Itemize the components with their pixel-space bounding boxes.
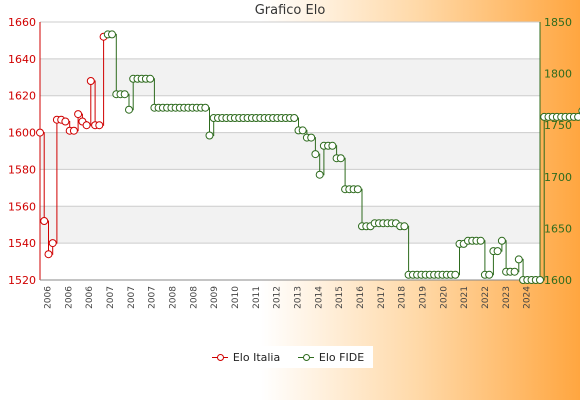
legend-item-elo-fide[interactable]: Elo FIDE: [297, 350, 365, 364]
x-tick-label: 2024: [523, 286, 533, 309]
legend-swatch-elo-fide: [297, 353, 314, 362]
x-tick-label: 2018: [398, 286, 408, 309]
data-point-elo-fide[interactable]: [493, 247, 502, 256]
axis-layer: 1520 1540 1560 1580 1600 1620 1640 1660 1600 1650…: [8, 16, 572, 309]
y-left-tick-label: 1580: [8, 163, 36, 176]
data-point-elo-fide[interactable]: [536, 276, 544, 284]
x-tick-label: 2013: [293, 286, 303, 309]
x-tick-label: 2009: [210, 286, 220, 309]
data-point-elo-fide[interactable]: [120, 90, 129, 99]
x-tick-label: 2010: [231, 286, 241, 309]
data-point-elo-italia[interactable]: [40, 217, 49, 225]
x-tick-label: 2020: [439, 286, 449, 309]
x-tick-label: 2019: [418, 286, 428, 309]
y-left-tick-label: 1520: [8, 274, 36, 287]
series-layer: [36, 30, 580, 284]
grid-band: [40, 132, 540, 170]
legend-label-elo-fide: Elo FIDE: [318, 350, 365, 364]
data-point-elo-fide[interactable]: [290, 114, 299, 122]
legend-label-elo-italia: Elo Italia: [232, 350, 281, 364]
x-tick-label: 2015: [335, 286, 345, 309]
data-point-elo-italia[interactable]: [48, 239, 57, 248]
y-left-tick-label: 1660: [8, 16, 36, 29]
legend-swatch-elo-italia: [211, 353, 228, 362]
data-point-elo-fide[interactable]: [497, 236, 506, 245]
x-tick-label: 2008: [168, 286, 178, 309]
grid-band: [40, 169, 540, 207]
chart-legend: Elo Italia Elo FIDE: [203, 346, 373, 368]
data-point-elo-fide[interactable]: [353, 185, 362, 194]
y-left-tick-label: 1620: [8, 90, 36, 103]
x-tick-label: 2017: [377, 286, 387, 309]
data-point-elo-fide[interactable]: [514, 255, 523, 264]
x-tick-label: 2008: [189, 286, 199, 309]
data-point-elo-fide[interactable]: [476, 236, 485, 245]
x-tick-label: 2016: [356, 286, 366, 309]
x-tick-label: 2012: [273, 286, 283, 309]
x-tick-label: 2023: [502, 286, 512, 309]
data-point-elo-fide[interactable]: [315, 170, 324, 179]
y-right-tick-label: 1650: [544, 222, 572, 235]
y-right-tick-label: 1700: [544, 171, 572, 184]
chart-title: Grafico Elo: [254, 3, 326, 18]
data-point-elo-fide[interactable]: [108, 30, 116, 39]
grid-band: [40, 206, 540, 244]
data-point-elo-fide[interactable]: [485, 270, 494, 279]
x-tick-label: 2021: [460, 286, 470, 309]
y-right-tick-label: 1750: [544, 119, 572, 132]
data-point-elo-fide[interactable]: [510, 267, 519, 276]
data-point-elo-fide[interactable]: [311, 150, 320, 159]
x-tick-label: 2007: [127, 286, 137, 309]
legend-item-elo-italia[interactable]: Elo Italia: [211, 350, 281, 364]
data-point-elo-italia[interactable]: [36, 128, 44, 137]
data-point-elo-fide[interactable]: [125, 105, 133, 114]
data-point-elo-fide[interactable]: [328, 141, 337, 150]
data-point-elo-italia[interactable]: [95, 121, 104, 130]
data-point-elo-italia[interactable]: [82, 121, 91, 130]
data-point-elo-fide[interactable]: [201, 103, 210, 112]
data-point-elo-fide[interactable]: [307, 133, 316, 142]
y-right-tick-label: 1800: [544, 68, 572, 81]
data-point-elo-italia[interactable]: [86, 77, 95, 85]
y-left-tick-label: 1560: [8, 200, 36, 213]
data-point-elo-fide[interactable]: [336, 154, 345, 163]
x-tick-label: 2006: [43, 286, 53, 309]
x-tick-label: 2022: [481, 286, 491, 309]
data-point-elo-italia[interactable]: [74, 110, 83, 119]
x-tick-label: 2006: [85, 286, 95, 309]
data-point-elo-fide[interactable]: [146, 74, 155, 83]
y-left-tick-label: 1540: [8, 237, 36, 250]
x-tick-label: 2007: [106, 286, 116, 309]
grid-band: [40, 22, 540, 59]
data-point-elo-italia[interactable]: [69, 126, 78, 135]
x-tick-label: 2011: [252, 286, 262, 309]
grid-band: [40, 243, 540, 280]
y-right-tick-label: 1600: [544, 274, 572, 287]
grid-band: [40, 58, 540, 96]
data-point-elo-fide[interactable]: [400, 222, 409, 231]
data-point-elo-fide[interactable]: [451, 270, 460, 279]
x-tick-label: 2007: [148, 286, 158, 309]
data-point-elo-italia[interactable]: [61, 117, 70, 126]
x-tick-label: 2014: [314, 286, 324, 309]
y-right-tick-label: 1850: [544, 16, 572, 29]
data-point-elo-fide[interactable]: [298, 126, 307, 135]
data-point-elo-fide[interactable]: [574, 112, 580, 121]
data-point-elo-fide[interactable]: [205, 131, 214, 140]
y-left-tick-label: 1600: [8, 127, 36, 140]
y-left-tick-label: 1640: [8, 53, 36, 66]
x-tick-label: 2006: [64, 286, 74, 309]
data-point-elo-italia[interactable]: [44, 250, 53, 259]
